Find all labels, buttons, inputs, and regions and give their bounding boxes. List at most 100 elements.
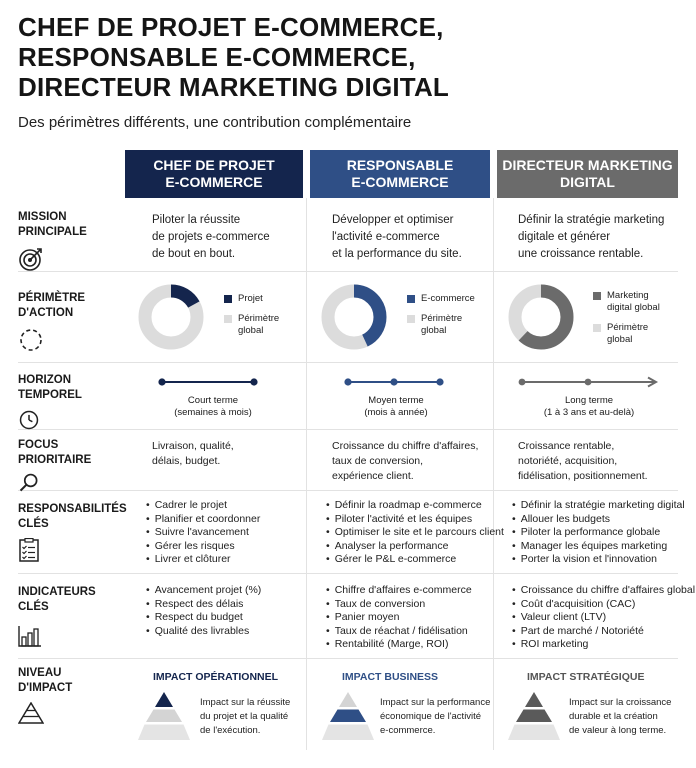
legend-swatch <box>224 315 232 323</box>
timeline-medium-term <box>344 378 444 386</box>
legend-label-line: digital global <box>607 302 660 313</box>
legend-label-line: Périmètre <box>238 313 280 324</box>
impact-line: du projet et la qualité <box>200 711 289 722</box>
indicateurs-list-responsable: Chiffre d'affaires e-commerce Taux de co… <box>326 584 472 652</box>
donut-share-segment <box>321 284 387 350</box>
pyramid-strategique <box>508 692 560 740</box>
indicateurs-list-chef-projet: Avancement projet (%) Respect des délais… <box>146 584 262 638</box>
indicateurs-list-directeur: Croissance du chiffre d'affaires global … <box>512 584 695 652</box>
donut-chart-marketing <box>508 284 574 350</box>
legend-swatch <box>593 292 601 300</box>
donut-chart-projet <box>138 284 204 350</box>
horizon-term: Moyen terme <box>368 395 424 406</box>
focus-line: fidélisation, positionnement. <box>518 470 648 482</box>
list-item: Définir la stratégie marketing digital <box>512 499 685 513</box>
mission-cell-directeur: Définir la stratégie marketing digitale … <box>518 212 664 263</box>
focus-line: délais, budget. <box>152 455 221 467</box>
mission-line: Définir la stratégie marketing <box>518 214 665 226</box>
row-label-text: MISSION <box>18 211 67 223</box>
impact-line: Impact sur la croissance <box>569 697 672 708</box>
mission-line: digitale et générer <box>518 231 611 243</box>
impact-line: de l'exécution. <box>200 725 261 736</box>
title-line: DIRECTEUR MARKETING DIGITAL <box>18 72 450 102</box>
row-divider <box>18 271 678 272</box>
impact-title-business: IMPACT BUSINESS <box>342 671 439 683</box>
legend-label: Projet <box>238 293 263 304</box>
timeline-short-term <box>158 378 258 386</box>
responsabilites-list-chef-projet: Cadrer le projet Planifier et coordonner… <box>146 499 261 567</box>
pyramid-icon <box>18 702 44 724</box>
legend-item: Projet <box>224 293 279 305</box>
legend-label: Périmètre global <box>421 313 462 337</box>
impact-line: Impact sur la réussite <box>200 697 291 708</box>
legend-label-line: Marketing <box>607 290 649 301</box>
list-item: Rentabilité (Marge, ROI) <box>326 638 472 652</box>
column-header-responsable: RESPONSABLE E-COMMERCE <box>310 150 490 198</box>
target-icon <box>19 248 42 271</box>
row-label-perimetre: PÉRIMÈTRE D'ACTION <box>18 291 124 353</box>
legend-ecommerce: E-commerce Périmètre global <box>407 293 475 345</box>
list-item: Coût d'acquisition (CAC) <box>512 598 695 612</box>
legend-item: Périmètre global <box>407 313 475 337</box>
mission-cell-chef-projet: Piloter la réussite de projets e-commerc… <box>152 212 270 263</box>
row-label-text: PÉRIMÈTRE <box>18 292 86 304</box>
horizon-term: Long terme <box>564 395 614 406</box>
legend-label-line: global <box>238 325 264 336</box>
legend-marketing: Marketing digital global Périmètre global <box>593 290 660 354</box>
legend-label-line: global <box>607 334 633 345</box>
column-header-line: E-COMMERCE <box>351 174 449 190</box>
impact-text-operationnel: Impact sur la réussite du projet et la q… <box>200 696 290 738</box>
focus-line: taux de conversion, <box>332 455 424 467</box>
row-label-text: PRIORITAIRE <box>18 454 92 466</box>
legend-swatch <box>593 324 601 332</box>
legend-item: Marketing digital global <box>593 290 660 314</box>
pyramid-operationnel <box>138 692 190 740</box>
column-header-line: E-COMMERCE <box>165 174 263 190</box>
legend-label: Marketing digital global <box>607 290 660 314</box>
dashed-circle-icon <box>20 329 42 351</box>
list-item: Gérer le P&L e-commerce <box>326 553 504 567</box>
legend-label: E-commerce <box>421 293 475 304</box>
page-subtitle: Des périmètres différents, une contribut… <box>18 114 412 131</box>
list-item: Respect du budget <box>146 611 261 625</box>
row-divider <box>18 573 678 574</box>
mission-line: une croissance rentable. <box>518 248 644 260</box>
focus-cell-directeur: Croissance rentable, notoriété, acquisit… <box>518 439 648 484</box>
horizon-detail: (mois à année) <box>364 407 428 418</box>
list-item: Part de marché / Notoriété <box>512 625 695 639</box>
row-label-text: TEMPOREL <box>18 389 82 401</box>
legend-swatch <box>407 295 415 303</box>
donut-share-segment <box>138 284 204 350</box>
row-label-text: PRINCIPALE <box>18 226 87 238</box>
impact-line: de valeur à long terme. <box>569 725 667 736</box>
column-header-line: CHEF DE PROJET <box>153 157 275 173</box>
legend-label-line: Périmètre <box>607 322 649 333</box>
focus-line: expérience client. <box>332 470 414 482</box>
impact-title-strategique: IMPACT STRATÉGIQUE <box>527 671 645 683</box>
donut-chart-ecommerce <box>321 284 387 350</box>
list-item: Manager les équipes marketing <box>512 540 685 554</box>
checklist-icon <box>19 538 39 562</box>
responsabilites-list-responsable: Définir la roadmap e-commerce Piloter l'… <box>326 499 504 567</box>
row-label-text: D'ACTION <box>18 307 74 319</box>
mission-line: de bout en bout. <box>152 248 236 260</box>
impact-line: économique de l'activité <box>380 711 482 722</box>
list-item: Piloter l'activité et les équipes <box>326 513 504 527</box>
row-label-niveau: NIVEAU D'IMPACT <box>18 666 124 724</box>
column-header-line: DIGITAL <box>560 174 615 190</box>
row-label-text: INDICATEURS <box>18 586 96 598</box>
list-item: Taux de conversion <box>326 598 472 612</box>
row-divider <box>18 362 678 363</box>
legend-item: Périmètre global <box>593 322 660 346</box>
row-label-mission: MISSION PRINCIPALE <box>18 210 124 272</box>
clock-icon <box>19 410 39 430</box>
legend-label: Périmètre global <box>238 313 279 337</box>
row-label-focus: FOCUS PRIORITAIRE <box>18 438 124 494</box>
legend-item: E-commerce <box>407 293 475 305</box>
mission-line: de projets e-commerce <box>152 231 270 243</box>
list-item: Avancement projet (%) <box>146 584 262 598</box>
magnifier-icon <box>19 473 38 492</box>
legend-label: Périmètre global <box>607 322 648 346</box>
responsabilites-list-directeur: Définir la stratégie marketing digital A… <box>512 499 685 567</box>
legend-item: Périmètre global <box>224 313 279 337</box>
